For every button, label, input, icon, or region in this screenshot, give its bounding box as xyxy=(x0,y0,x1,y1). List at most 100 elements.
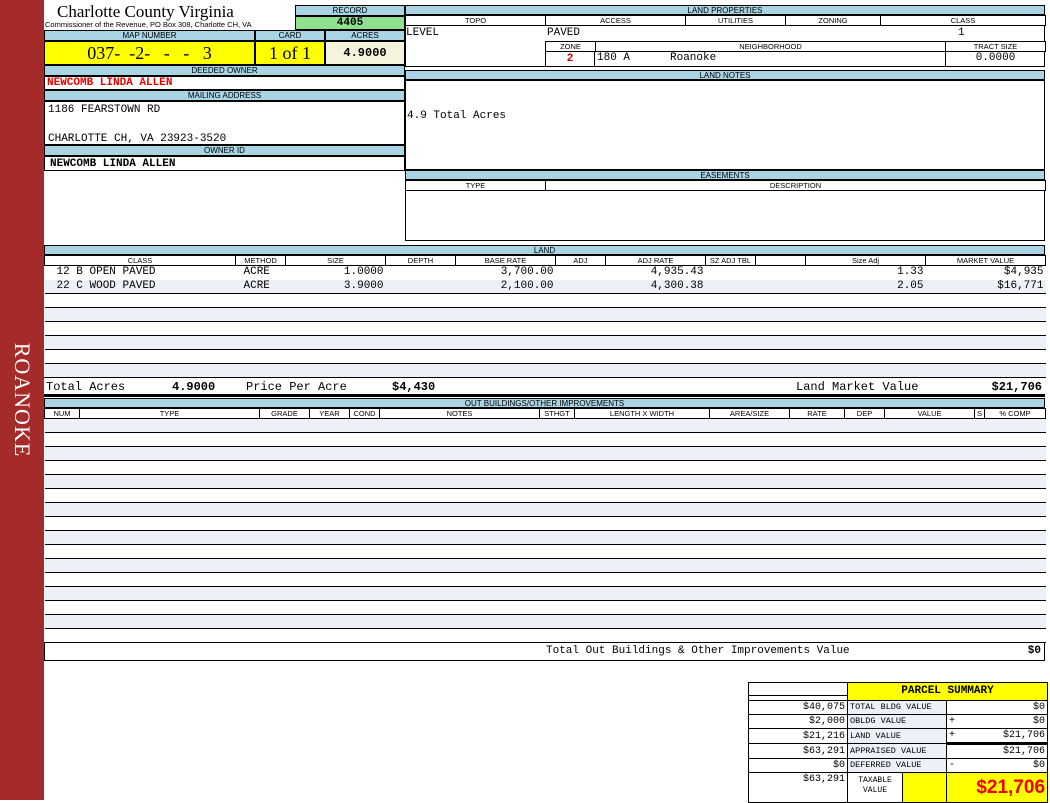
land-cell xyxy=(556,294,606,308)
land-col-header: METHOD xyxy=(235,255,286,266)
land-row xyxy=(44,307,1046,322)
utilities-label: UTILITIES xyxy=(685,15,786,26)
land-col-header: ADJ xyxy=(555,255,606,266)
land-cell xyxy=(806,294,926,308)
land-cell xyxy=(756,280,806,294)
outbuildings-row xyxy=(44,586,1046,601)
summary-row-label: DEFERRED VALUE xyxy=(847,758,947,773)
land-cell xyxy=(456,308,556,322)
land-cell xyxy=(386,294,456,308)
land-row: 12 B OPEN PAVED ACRE 1.0000 3,700.00 4,935.4… xyxy=(44,265,1046,280)
outbuildings-col-header: VALUE xyxy=(884,408,975,419)
taxable-value: $21,706 xyxy=(945,772,1049,803)
outbuildings-col-header: LENGTH X WIDTH xyxy=(574,408,710,419)
easements-body xyxy=(405,190,1045,241)
land-cell xyxy=(926,350,1046,364)
land-cell xyxy=(926,364,1046,378)
outbuildings-col-header: % COMP xyxy=(984,408,1046,419)
land-cell xyxy=(456,336,556,350)
land-cell xyxy=(926,294,1046,308)
owner-id-label: OWNER ID xyxy=(44,145,405,156)
summary-row-label: LAND VALUE xyxy=(847,728,947,744)
land-row xyxy=(44,335,1046,350)
outbuildings-row xyxy=(44,558,1046,573)
summary-row: $40,075 TOTAL BLDG VALUE $0 xyxy=(748,700,1049,715)
price-per-acre-label: Price Per Acre xyxy=(246,380,347,394)
summary-sign: - xyxy=(949,760,956,771)
acres-label: ACRES xyxy=(325,30,405,41)
land-cell xyxy=(706,280,756,294)
land-cell xyxy=(236,350,286,364)
map-number-label: MAP NUMBER xyxy=(44,30,255,41)
summary-row-value: $21,706 xyxy=(945,742,1049,759)
land-cell xyxy=(286,322,386,336)
summary-left-value: $63,291 xyxy=(748,743,848,759)
neighborhood-name: Roanoke xyxy=(670,52,717,64)
land-row xyxy=(44,363,1046,378)
outbuildings-row xyxy=(44,530,1046,545)
land-cell xyxy=(556,266,606,280)
easement-description-label: DESCRIPTION xyxy=(545,180,1046,191)
land-cell: 1.0000 xyxy=(343,266,384,279)
summary-row-value: - $0 xyxy=(945,758,1049,773)
land-cell xyxy=(806,336,926,350)
address-line-2: CHARLOTTE CH, VA 23923-3520 xyxy=(48,133,227,145)
easements-label: EASEMENTS xyxy=(405,170,1045,180)
land-cell xyxy=(236,308,286,322)
outbuildings-col-header: NUM xyxy=(44,408,80,419)
land-row xyxy=(44,349,1046,364)
land-cell xyxy=(756,308,806,322)
taxable-label: TAXABLE VALUE xyxy=(849,773,903,802)
summary-row-label: OBLDG VALUE xyxy=(847,714,947,729)
card-value: 1 of 1 xyxy=(255,41,325,65)
tract-size-label: TRACT SIZE xyxy=(945,41,1046,52)
price-per-acre-value: $4,430 xyxy=(392,380,436,394)
land-cell xyxy=(286,308,386,322)
land-cell xyxy=(706,266,756,280)
land-cell: ACRE xyxy=(243,279,270,292)
tract-size-value: 0.0000 xyxy=(945,51,1045,67)
land-cell: 12 B OPEN PAVED xyxy=(56,266,156,279)
outbuildings-col-header: S xyxy=(974,408,985,419)
summary-left-value: $21,216 xyxy=(748,728,848,744)
land-cell xyxy=(926,308,1046,322)
land-cell xyxy=(756,294,806,308)
summary-row-value: + $21,706 xyxy=(945,728,1049,744)
easement-type-label: TYPE xyxy=(405,180,546,191)
summary-row: $0 DEFERRED VALUE - $0 xyxy=(748,758,1049,773)
land-cell xyxy=(386,266,456,280)
land-totals: Total Acres 4.9000 Price Per Acre $4,430… xyxy=(44,377,1045,397)
land-col-header: CLASS xyxy=(44,255,236,266)
outbuildings-row xyxy=(44,432,1046,447)
summary-sign: + xyxy=(949,730,956,741)
card-label: CARD xyxy=(255,30,325,41)
total-acres-value: 4.9000 xyxy=(172,380,216,394)
land-cell xyxy=(286,364,386,378)
land-cell: ACRE xyxy=(243,266,270,279)
summary-row-label: APPRAISED VALUE xyxy=(847,743,947,759)
access-label: ACCESS xyxy=(545,15,686,26)
land-cell xyxy=(456,294,556,308)
land-notes-label: LAND NOTES xyxy=(405,70,1045,80)
summary-title: PARCEL SUMMARY xyxy=(846,682,1049,701)
total-acres-label: Total Acres xyxy=(46,380,126,394)
summary-left-value: $63,291 xyxy=(748,772,848,803)
acres-value: 4.9000 xyxy=(325,41,405,65)
record-value: 4405 xyxy=(295,16,405,30)
land-market-value: $21,706 xyxy=(991,380,1042,394)
outbuildings-row xyxy=(44,516,1046,531)
land-row: 22 C WOOD PAVED ACRE 3.9000 2,100.00 4,300.3… xyxy=(44,279,1046,294)
land-cell xyxy=(45,336,236,350)
land-col-header: MARKET VALUE xyxy=(925,255,1046,266)
access-value: PAVED xyxy=(547,27,581,39)
summary-value-text: $0 xyxy=(1033,702,1046,713)
summary-value-text: $0 xyxy=(1033,716,1046,727)
summary-row-value: $0 xyxy=(945,700,1049,715)
land-cell xyxy=(236,322,286,336)
record-label: RECORD xyxy=(295,5,405,16)
neighborhood-label: NEIGHBORHOOD xyxy=(595,41,946,52)
zone-headers: ZONE NEIGHBORHOOD TRACT SIZE xyxy=(545,41,1046,52)
outbuildings-row xyxy=(44,600,1046,615)
class-value: 1 xyxy=(958,27,965,39)
land-cell xyxy=(606,350,706,364)
